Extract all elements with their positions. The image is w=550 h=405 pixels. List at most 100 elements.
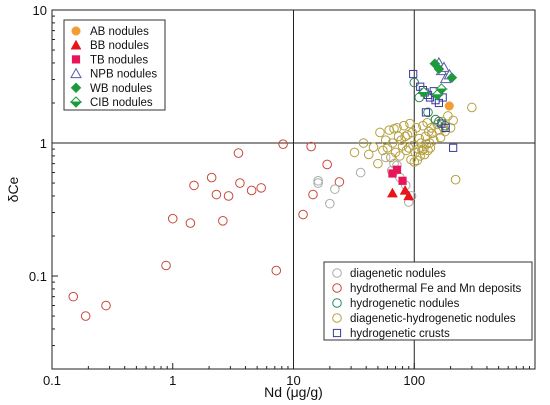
hydrothermal-fe-and-mn-deposits-point bbox=[278, 139, 288, 149]
series-diagenetic-hydrogenetic-nodules bbox=[349, 102, 477, 185]
diagenetic-hydrogenetic-nodules-point bbox=[413, 144, 424, 154]
diagenetic-hydrogenetic-nodules-point bbox=[467, 102, 477, 113]
diagenetic-hydrogenetic-nodules-point bbox=[375, 127, 385, 138]
hydrothermal-fe-and-mn-deposits-point bbox=[185, 218, 196, 228]
legend-entry-label: AB nodules bbox=[90, 26, 149, 38]
y-tick-label: 10 bbox=[33, 3, 47, 18]
diagenetic-hydrogenetic-nodules-point bbox=[380, 135, 391, 145]
diagenetic-hydrogenetic-nodules-point bbox=[419, 144, 429, 154]
hydrothermal-fe-and-mn-deposits-point bbox=[206, 172, 217, 183]
diagenetic-hydrogenetic-nodules-point bbox=[411, 123, 422, 133]
x-tick-label: 0.1 bbox=[43, 373, 61, 388]
diagenetic-hydrogenetic-nodules-point bbox=[414, 133, 425, 144]
y-tick-label: 0.1 bbox=[29, 269, 47, 284]
hydrothermal-fe-and-mn-deposits-point bbox=[256, 183, 266, 193]
legend-marker bbox=[332, 268, 342, 278]
diagenetic-hydrogenetic-nodules-point bbox=[403, 143, 414, 153]
x-tick-label: 10 bbox=[286, 373, 300, 388]
diagenetic-hydrogenetic-nodules-point bbox=[423, 145, 433, 156]
diagenetic-hydrogenetic-nodules-point bbox=[402, 130, 413, 140]
legend-entry-label: TB nodules bbox=[90, 54, 148, 66]
hydrothermal-fe-and-mn-deposits-point bbox=[211, 189, 222, 200]
hydrogenetic-crusts-point bbox=[409, 69, 418, 79]
hydrothermal-fe-and-mn-deposits-point bbox=[223, 191, 234, 201]
hydrothermal-fe-and-mn-deposits-point bbox=[306, 141, 316, 152]
diagenetic-hydrogenetic-nodules-point bbox=[387, 138, 398, 148]
ab-nodules-point bbox=[444, 101, 454, 111]
legend-nodules: AB nodules BB nodules TB nodules NPB nodule… bbox=[63, 19, 166, 111]
diagenetic-hydrogenetic-nodules-point bbox=[395, 151, 405, 161]
bb-nodules-point bbox=[399, 184, 411, 195]
legend-marker bbox=[70, 39, 82, 50]
legend-entry-label: BB nodules bbox=[90, 40, 149, 52]
series-tb-nodules bbox=[388, 165, 407, 185]
x-axis-title: Nd (μg/g) bbox=[264, 384, 323, 400]
diagenetic-hydrogenetic-nodules-point bbox=[405, 118, 415, 129]
legend-marker bbox=[332, 283, 342, 293]
diagenetic-hydrogenetic-nodules-point bbox=[349, 147, 360, 158]
cib-nodules-point bbox=[417, 86, 431, 99]
tb-nodules-point bbox=[392, 165, 402, 174]
series-bb-nodules bbox=[387, 184, 415, 201]
series-cib-nodules bbox=[417, 83, 448, 101]
legend-entry-label: NPB nodules bbox=[90, 69, 157, 81]
diagenetic-nodules-point bbox=[330, 184, 340, 194]
legend-entry-label: hydrogenetic nodules bbox=[350, 298, 460, 310]
hydrogenetic-crusts-point bbox=[437, 119, 446, 128]
hydrothermal-fe-and-mn-deposits-point bbox=[161, 260, 171, 271]
diagenetic-nodules-point bbox=[313, 175, 323, 186]
diagenetic-nodules-point bbox=[380, 152, 391, 163]
hydrogenetic-nodules-point bbox=[423, 107, 433, 118]
legend-marker bbox=[70, 82, 82, 94]
hydrothermal-fe-and-mn-deposits-point bbox=[322, 159, 332, 170]
hydrothermal-fe-and-mn-deposits-point bbox=[167, 213, 178, 224]
series-wb-nodules bbox=[429, 58, 458, 84]
diagenetic-hydrogenetic-nodules-point bbox=[435, 132, 446, 143]
diagenetic-hydrogenetic-nodules-point bbox=[363, 149, 374, 160]
tb-nodules-point bbox=[398, 176, 407, 185]
hydrothermal-fe-and-mn-deposits-point bbox=[68, 291, 79, 302]
x-tick-label: 100 bbox=[403, 373, 425, 388]
diagenetic-hydrogenetic-nodules-point bbox=[400, 131, 410, 142]
diagenetic-hydrogenetic-nodules-point bbox=[399, 120, 409, 131]
hydrothermal-fe-and-mn-deposits-point bbox=[334, 177, 345, 187]
series-hydrothermal-fe-and-mn-deposits bbox=[68, 139, 345, 321]
bb-nodules-point bbox=[387, 187, 398, 198]
legend-marker bbox=[332, 298, 342, 308]
hydrothermal-fe-and-mn-deposits-point bbox=[233, 148, 244, 158]
diagenetic-hydrogenetic-nodules-point bbox=[373, 158, 383, 169]
legend-entry-label: diagenetic nodules bbox=[350, 268, 446, 280]
y-axis-title: δCe bbox=[5, 176, 21, 202]
legend-box bbox=[63, 19, 166, 111]
cib-nodules-point bbox=[435, 83, 448, 95]
hydrogenetic-crusts-point bbox=[441, 123, 450, 132]
legend-marker bbox=[70, 67, 82, 79]
bb-nodules-point bbox=[403, 190, 415, 201]
hydrothermal-fe-and-mn-deposits-point bbox=[218, 216, 228, 226]
legend-marker bbox=[69, 96, 83, 108]
legend-marker bbox=[332, 328, 342, 338]
hydrothermal-fe-and-mn-deposits-point bbox=[271, 265, 282, 276]
legend-box bbox=[323, 261, 533, 341]
legend-entry-label: hydrogenetic crusts bbox=[350, 328, 450, 340]
legend-entry-label: WB nodules bbox=[90, 83, 152, 95]
diagenetic-hydrogenetic-nodules-point bbox=[378, 145, 388, 156]
legend-entry-label: CIB nodules bbox=[90, 97, 153, 109]
hydrothermal-fe-and-mn-deposits-point bbox=[308, 189, 318, 200]
legend-entry-label: hydrothermal Fe and Mn deposits bbox=[350, 283, 522, 295]
wb-nodules-point bbox=[433, 63, 445, 75]
hydrothermal-fe-and-mn-deposits-point bbox=[298, 209, 308, 220]
series-ab-nodules bbox=[444, 101, 454, 111]
diagenetic-nodules-point bbox=[355, 167, 366, 178]
legend-marker bbox=[332, 313, 342, 323]
hydrothermal-fe-and-mn-deposits-point bbox=[101, 300, 111, 311]
diagenetic-hydrogenetic-nodules-point bbox=[448, 115, 458, 126]
hydrothermal-fe-and-mn-deposits-point bbox=[246, 185, 257, 196]
hydrothermal-fe-and-mn-deposits-point bbox=[189, 180, 199, 191]
wb-nodules-point bbox=[446, 72, 458, 84]
diagenetic-hydrogenetic-nodules-point bbox=[368, 142, 379, 153]
diagenetic-hydrogenetic-nodules-point bbox=[428, 135, 439, 145]
hydrothermal-fe-and-mn-deposits-point bbox=[235, 178, 245, 188]
